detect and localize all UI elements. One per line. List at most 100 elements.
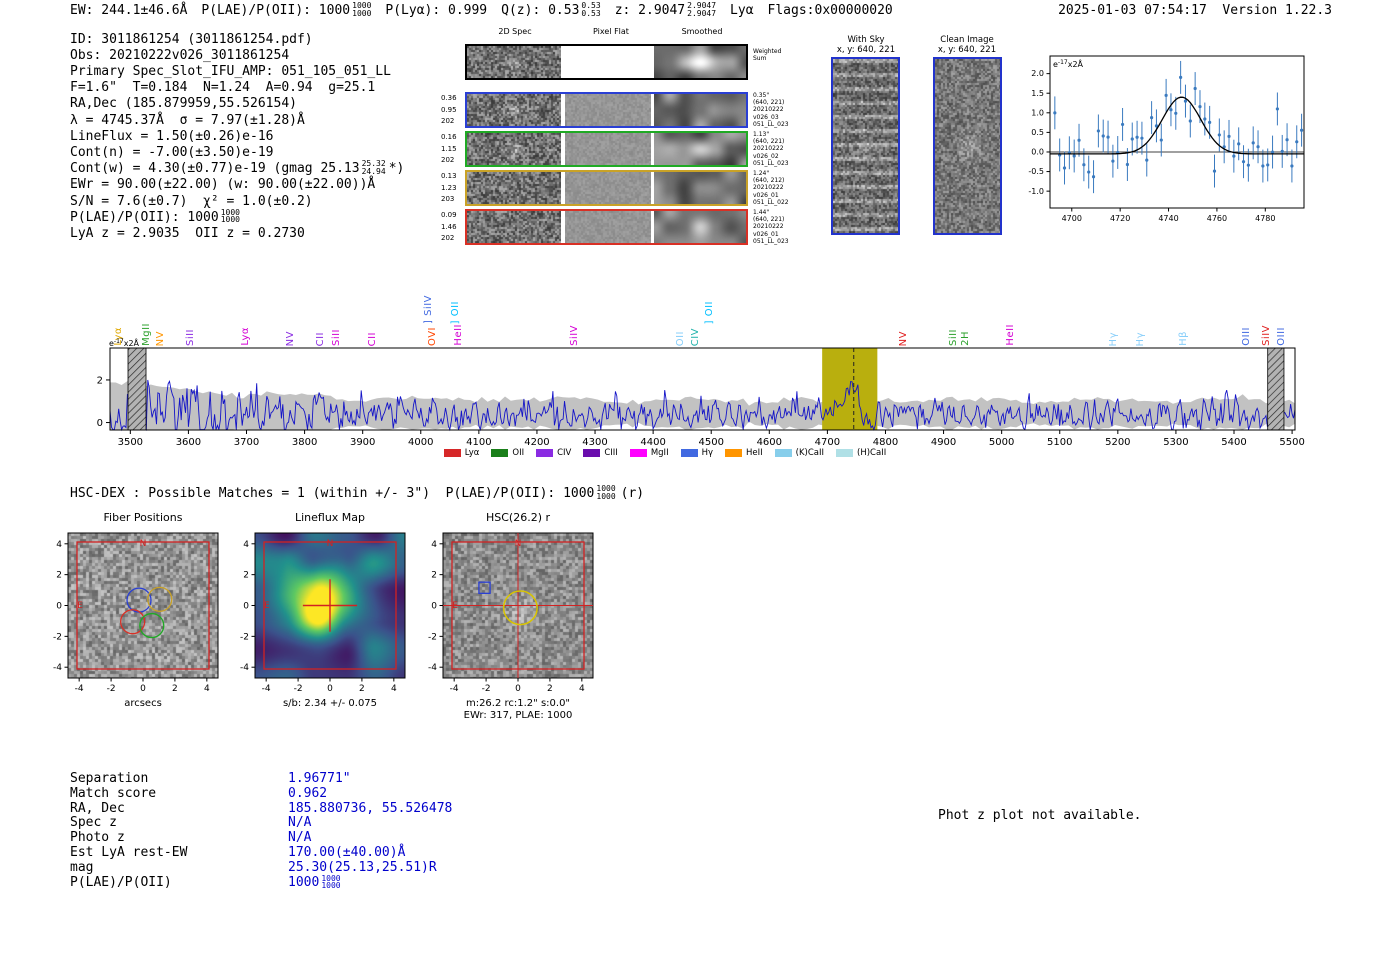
cutout-axes-1: -4 -4 -2 -2 0 0 2 2 4 4 N Es/b: 2.34 +/- 0.075 — [240, 532, 406, 709]
legend-swatch — [536, 449, 554, 457]
text-segment: 1000 — [288, 874, 320, 890]
tick-label: 5200 — [1105, 437, 1130, 448]
full-spectrum-plot: 3500 3600 3700 3800 3900 4000 4100 4200 4300 4400… — [97, 337, 1305, 448]
tick-label: 5400 — [1221, 437, 1246, 448]
spec2d-row-annotation: 0.35" (640, 221) 20210222 v026_03 051_LL_023 — [753, 92, 789, 128]
tick-label: 4760 — [1207, 214, 1227, 223]
stacked-fraction: 1000 1000 — [220, 208, 240, 225]
spec2d-row — [465, 44, 748, 80]
tick-label: 0 — [515, 684, 521, 694]
legend-swatch — [629, 449, 647, 457]
tick-label: 4500 — [698, 437, 723, 448]
pixelflat-cell — [565, 172, 651, 204]
spec2d-row-stats: 0.16 1.15 202 — [441, 132, 457, 167]
compass-east: E — [77, 601, 83, 611]
stat-line: 0.95 — [441, 105, 457, 114]
with-sky-image — [833, 59, 898, 233]
data-point — [1082, 163, 1086, 167]
match-row-label: Match score — [70, 785, 157, 801]
smoothed-cell — [654, 172, 746, 204]
cutout-axes-2: -4 -4 -2 -2 0 0 2 2 4 4 N Em:26.2 rc:1.2" s:0.0"EWr… — [428, 532, 594, 721]
info-line: P(LAE)/P(OII): 1000 1000 1000 — [70, 208, 243, 225]
cutout-sublabel: EWr: 317, PLAE: 1000 — [464, 710, 573, 721]
tick-label: 4 — [391, 684, 397, 694]
tick-label: 2 — [431, 571, 437, 581]
legend-label: Hγ — [701, 448, 713, 458]
text-segment: Flags:0x00000020 — [767, 3, 893, 18]
annotation-line: v026_03 — [753, 113, 779, 121]
info-line: ID: 3011861254 (3011861254.pdf) — [70, 31, 313, 47]
data-point — [1222, 145, 1226, 149]
annotation-line: 1.24" — [753, 170, 770, 177]
tick-label: 2 — [547, 684, 553, 694]
text-segment: *) — [388, 161, 405, 177]
emission-line-label: ] SiIV — [423, 295, 435, 324]
tick-label: 0 — [56, 602, 62, 612]
tick-label: 4 — [243, 540, 249, 550]
spec2d-row-annotation: Weighted Sum — [753, 48, 781, 62]
hsc-26-2-r-image — [443, 533, 593, 678]
spec2d-row — [465, 170, 748, 206]
spec2d-cell — [467, 94, 561, 126]
text-segment: F=1.6" T=0.184 N=1.24 A=0.94 g=25.1 — [70, 80, 376, 96]
info-line: F=1.6" T=0.184 N=1.24 A=0.94 g=25.1 — [70, 80, 375, 96]
tick-label: 0 — [327, 684, 333, 694]
text-segment: EW: 244.1±46.6Å — [70, 3, 188, 18]
stat-line: 0.36 — [441, 94, 457, 102]
match-row-value: N/A — [288, 830, 312, 846]
spec2d-row-stats: 0.13 1.23 203 — [441, 171, 457, 206]
annotation-line: 051_LL_023 — [753, 159, 789, 167]
tick-label: 4720 — [1110, 214, 1130, 223]
fraction-bottom: 2.9047 — [687, 8, 717, 18]
plot-frame — [1049, 55, 1305, 209]
tick-label: 1.0 — [1031, 108, 1044, 117]
annotation-line: 1.44" — [753, 209, 770, 216]
spectrum-legend: Lyα OII CIV CIII MgII Hγ HeII (K)CaII (H)CaII — [95, 448, 1315, 458]
tick-label: -2 — [294, 684, 303, 694]
match-row-label: Spec z — [70, 815, 117, 831]
fraction-top: 25.32 — [361, 159, 386, 169]
info-line: S/N = 7.6(±0.7) χ² = 1.0(±0.2) — [70, 193, 313, 209]
fraction-top: 1000 — [352, 1, 372, 10]
data-point — [1159, 138, 1163, 142]
tick-label: 4900 — [931, 437, 956, 448]
timestamp-version: 2025-01-03 07:54:17 Version 1.22.3 — [1058, 3, 1332, 18]
spec2d-cell — [467, 211, 561, 243]
tick-label: 2 — [359, 684, 365, 694]
data-point — [1227, 134, 1231, 139]
data-point — [1193, 86, 1197, 91]
match-row-label: Photo z — [70, 830, 125, 846]
legend-swatch — [443, 449, 461, 457]
legend-item: HeII — [725, 448, 763, 458]
data-point — [1125, 162, 1130, 167]
legend-item: CIV — [536, 448, 571, 458]
info-line: λ = 4745.37Å σ = 7.97(±1.28)Å — [70, 112, 305, 128]
spec2d-row-stats: 0.09 1.46 202 — [441, 210, 457, 245]
tick-label: 5100 — [1047, 437, 1072, 448]
match-table: Separation 1.96771" Match score 0.962 RA, De… — [70, 771, 453, 891]
data-point — [1198, 104, 1202, 109]
tick-label: 4600 — [757, 437, 782, 448]
match-row-value: 185.880736, 55.526478 — [288, 800, 453, 816]
tick-label: 4 — [579, 684, 585, 694]
stat-line: 203 — [441, 195, 455, 203]
data-point — [1062, 166, 1067, 170]
data-point — [1145, 158, 1149, 162]
tick-label: 4400 — [640, 437, 665, 448]
photometric-aperture — [502, 590, 538, 626]
tick-label: -4 — [75, 684, 84, 694]
data-point — [1285, 138, 1289, 142]
data-point — [1174, 111, 1178, 115]
fraction-bottom: 1000 — [220, 215, 240, 225]
data-point — [1246, 163, 1250, 167]
tick-label: 4100 — [466, 437, 491, 448]
stat-line: 202 — [441, 156, 455, 164]
emission-line-label: ] OII — [449, 300, 461, 324]
legend-label: (K)CaII — [795, 448, 825, 458]
header-summary-line: EW: 244.1±46.6Å P(LAE)/P(OII): 1000 1000 10… — [70, 1, 907, 18]
data-point — [1295, 140, 1299, 144]
smoothed-cell — [654, 133, 746, 165]
fraction-bottom: 1000 — [321, 881, 341, 891]
